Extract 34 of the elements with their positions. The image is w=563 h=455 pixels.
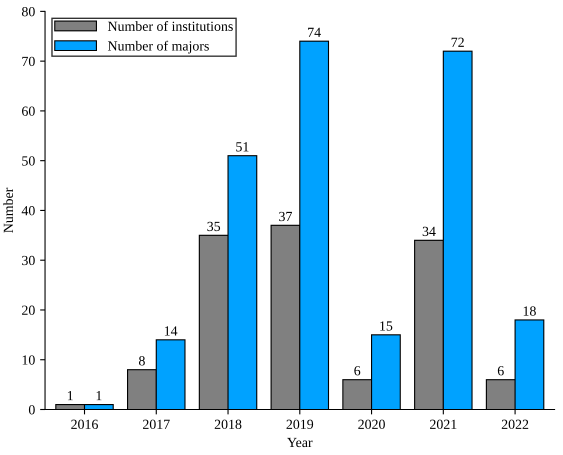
data-label: 8 — [138, 356, 145, 366]
data-label: 34 — [422, 226, 436, 236]
y-tick-label: 70 — [22, 56, 35, 66]
data-label: 15 — [380, 321, 392, 331]
y-tick-label: 40 — [22, 206, 35, 216]
y-tick-label: 60 — [22, 106, 35, 116]
data-label: 74 — [308, 28, 321, 37]
y-axis-title: Number — [3, 188, 14, 233]
x-axis-title: Year — [287, 438, 312, 448]
x-tick-label: 2021 — [430, 420, 456, 429]
x-tick-label: 2020 — [358, 420, 385, 429]
y-tick-label: 30 — [22, 256, 35, 266]
legend-label: Number of majors — [108, 40, 209, 54]
data-label: 72 — [452, 38, 464, 47]
data-label: 6 — [498, 366, 504, 376]
data-label: 14 — [164, 326, 178, 336]
data-label: 1 — [68, 391, 73, 400]
y-tick-label: 80 — [22, 6, 35, 16]
x-tick-label: 2022 — [502, 420, 528, 429]
data-label: 35 — [207, 222, 220, 232]
data-label: 6 — [354, 366, 360, 376]
y-tick-label: 10 — [22, 355, 35, 365]
data-label: 18 — [524, 306, 536, 316]
x-tick-label: 2018 — [214, 420, 242, 429]
data-label: 37 — [279, 212, 292, 222]
legend-label: Number of institutions — [108, 21, 233, 31]
y-tick-label: 20 — [22, 306, 35, 315]
y-tick-label: 0 — [28, 405, 35, 414]
data-label: 51 — [236, 142, 248, 152]
y-tick-label: 50 — [22, 156, 35, 166]
data-label: 1 — [96, 391, 102, 400]
x-tick-label: 2017 — [142, 420, 170, 429]
x-tick-label: 2019 — [286, 420, 314, 429]
x-tick-label: 2016 — [71, 420, 98, 429]
